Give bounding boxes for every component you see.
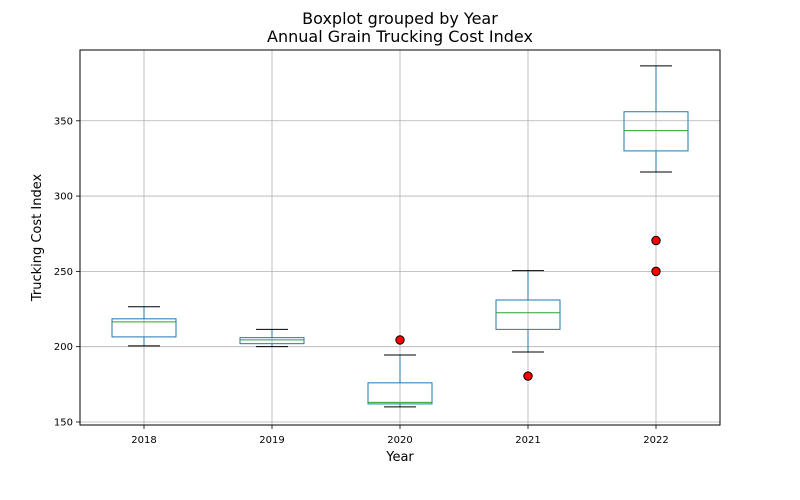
box bbox=[239, 337, 305, 345]
y-ticks: 150 200 250 300 350 bbox=[54, 116, 80, 428]
box-group-2020 bbox=[367, 335, 433, 408]
box bbox=[111, 318, 177, 338]
x-ticks: 2018 2019 2020 2021 2022 bbox=[131, 425, 669, 446]
box-group-2019 bbox=[239, 328, 305, 348]
x-axis-label: Year bbox=[385, 450, 414, 465]
y-tick-label: 350 bbox=[54, 116, 73, 127]
y-axis-label: Trucking Cost Index bbox=[30, 174, 45, 303]
chart-suptitle: Boxplot grouped by Year bbox=[302, 9, 498, 28]
outlier-point bbox=[395, 335, 405, 345]
y-tick-label: 300 bbox=[54, 192, 73, 203]
box-group-2021 bbox=[495, 270, 561, 381]
y-tick-label: 250 bbox=[54, 267, 73, 278]
box bbox=[367, 382, 433, 405]
y-tick-label: 200 bbox=[54, 342, 73, 353]
outlier-point bbox=[523, 371, 533, 381]
x-tick-label: 2019 bbox=[259, 435, 284, 446]
box-group-2022 bbox=[623, 65, 689, 277]
x-tick-label: 2018 bbox=[131, 435, 156, 446]
box bbox=[495, 299, 561, 330]
box-group-2018 bbox=[111, 306, 177, 347]
y-tick-label: 150 bbox=[54, 417, 73, 428]
chart-title: Annual Grain Trucking Cost Index bbox=[267, 27, 533, 46]
box bbox=[623, 111, 689, 152]
box-layer bbox=[111, 65, 689, 408]
x-tick-label: 2021 bbox=[515, 435, 540, 446]
x-tick-label: 2022 bbox=[643, 435, 668, 446]
outlier-point bbox=[651, 266, 661, 277]
outlier-point bbox=[651, 235, 661, 246]
x-tick-label: 2020 bbox=[387, 435, 412, 446]
